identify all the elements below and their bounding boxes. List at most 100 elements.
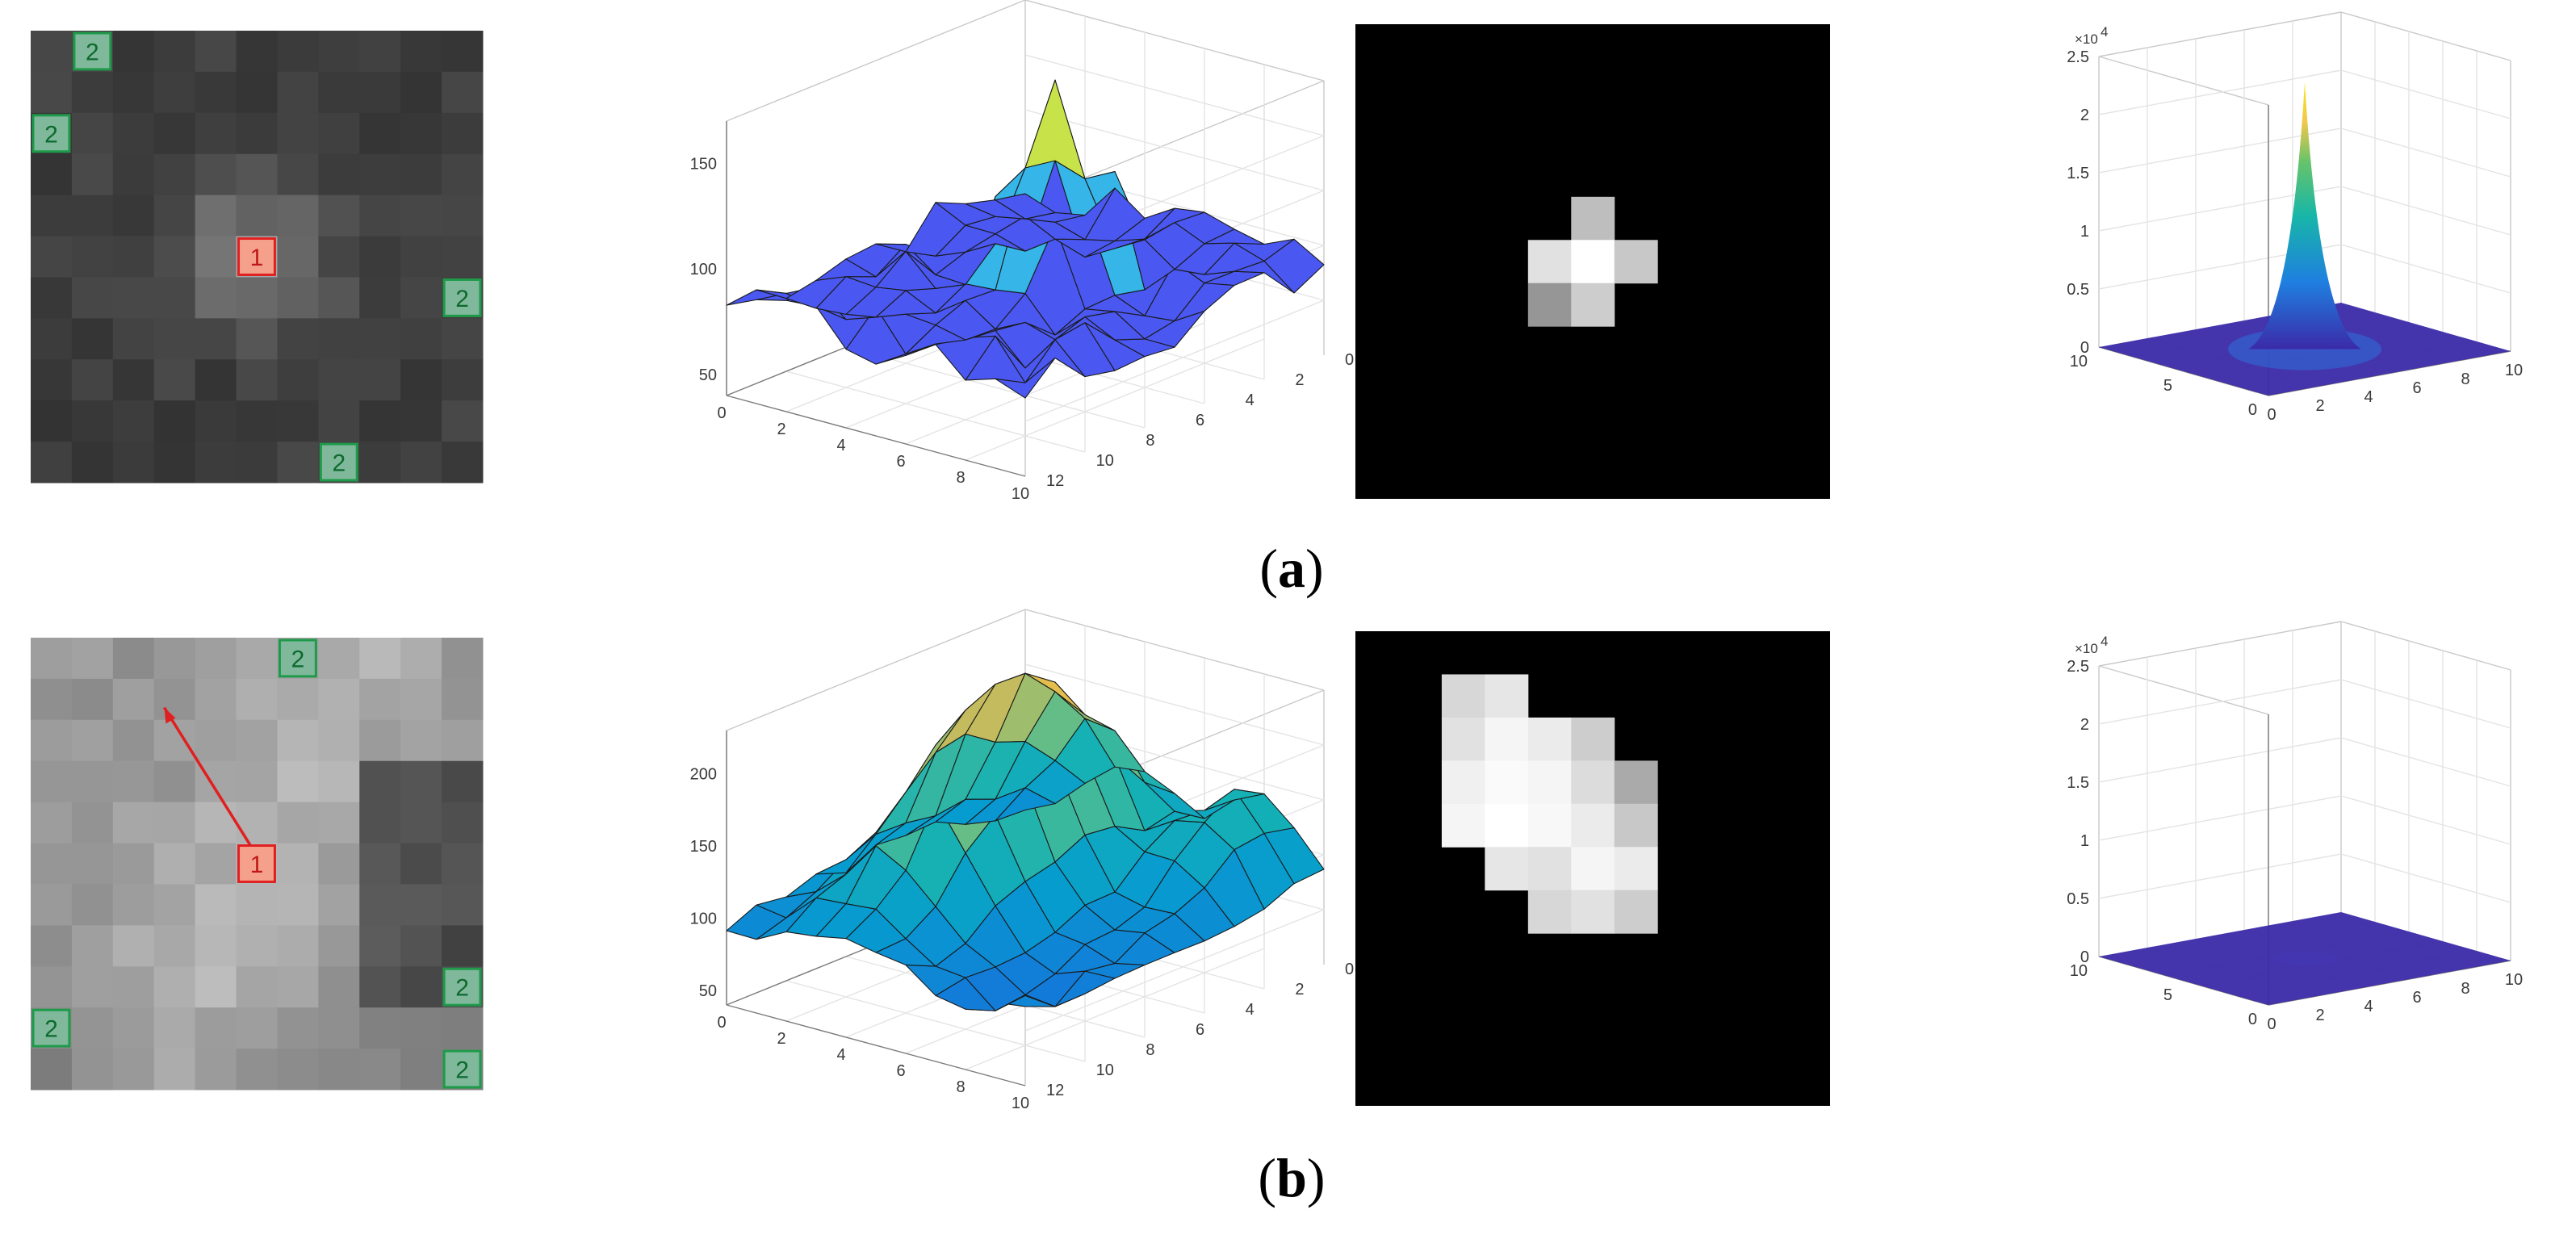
left-axis-tick: 5: [2163, 986, 2172, 1004]
pixel-cell: [31, 884, 73, 926]
pixel-cell: [442, 153, 484, 196]
pixel-cell: [359, 678, 401, 721]
y-tick-label: 8: [1146, 432, 1154, 450]
pixel-cell: [442, 678, 484, 721]
row-b-label-letter: b: [1276, 1147, 1307, 1208]
pixel-cell: [400, 442, 442, 484]
axis-line: [2098, 853, 2342, 899]
pixel-cell: [400, 359, 442, 401]
pixel-cell: [277, 31, 319, 73]
mask-cell: [1614, 890, 1658, 934]
pixel-cell: [318, 884, 360, 926]
right-axis-tick: 4: [2364, 998, 2373, 1015]
axis-line: [2098, 795, 2342, 841]
pixel-cell: [359, 1049, 401, 1091]
pixel-cell: [195, 31, 237, 73]
pixel-cell: [112, 1049, 155, 1091]
pixel-cell: [153, 153, 196, 196]
y-tick-label: 12: [1046, 1082, 1064, 1099]
pixel-cell: [153, 71, 196, 114]
pixel-cell: [71, 1049, 114, 1091]
x-tick-label: 10: [1012, 1095, 1029, 1112]
direction-arrow-head: [164, 707, 176, 724]
pixel-cell: [195, 1049, 237, 1091]
pixel-cell: [31, 966, 73, 1008]
pixel-cell: [277, 1007, 319, 1049]
pixel-cell: [442, 802, 484, 844]
axis-line: [2340, 853, 2511, 903]
pixel-cell: [277, 442, 319, 484]
pixel-cell: [195, 195, 237, 237]
z-tick-label: 0.5: [2067, 890, 2089, 908]
pixel-cell: [71, 318, 114, 360]
marker-label: 1: [250, 245, 264, 271]
axis-line: [726, 609, 1026, 731]
pixel-cell: [236, 400, 278, 442]
exponent-power: 4: [2101, 24, 2108, 40]
pixel-cell: [318, 400, 360, 442]
pixel-cell: [400, 843, 442, 885]
pixel-cell: [359, 318, 401, 360]
pixel-cell: [236, 638, 278, 680]
pixel-cell: [31, 719, 73, 762]
pixel-cell: [277, 318, 319, 360]
y-tick-label: 12: [1046, 472, 1064, 490]
z-tick-label: 2: [2080, 107, 2089, 124]
right-axis-tick: 0: [2267, 1015, 2276, 1033]
mask-cell: [1527, 717, 1572, 761]
pixel-cell: [195, 236, 237, 278]
exponent-base: ×10: [2075, 641, 2098, 656]
pixel-cell: [31, 31, 73, 73]
mask-cell: [1441, 717, 1485, 761]
pixel-cell: [318, 112, 360, 155]
mask-cell: [1571, 717, 1615, 761]
x-tick-label: 6: [896, 453, 905, 471]
pixel-cell: [31, 843, 73, 885]
pixel-cell: [112, 925, 155, 967]
pixel-cell: [359, 802, 401, 844]
row-a-intensity-surface-plot: 50 100 150 0 2 4 6 8 10 0 2 4 6 8 10 12: [565, 0, 1354, 503]
pixel-cell: [400, 400, 442, 442]
pixel-cell: [318, 318, 360, 360]
pixel-cell: [71, 760, 114, 803]
pixel-cell: [112, 638, 155, 680]
pixel-cell: [359, 760, 401, 803]
pixel-cell: [277, 966, 319, 1008]
pixel-cell: [277, 71, 319, 114]
right-axis-tick: 6: [2412, 989, 2421, 1007]
pixel-cell: [71, 195, 114, 237]
pixel-cell: [442, 638, 484, 680]
pixel-cell: [195, 71, 237, 114]
pixel-cell: [71, 843, 114, 885]
pixel-cell: [195, 400, 237, 442]
axis-line: [965, 338, 1265, 461]
pixel-cell: [318, 359, 360, 401]
neighbor-pixel-marker: 2: [278, 638, 317, 678]
exponent-base: ×10: [2075, 31, 2098, 47]
pixel-cell: [236, 884, 278, 926]
marker-box: [442, 1049, 482, 1089]
axis-line: [2340, 621, 2511, 671]
pixel-cell: [400, 31, 442, 73]
pixel-cell: [400, 71, 442, 114]
pixel-cell: [442, 884, 484, 926]
z-tick-label: 100: [690, 261, 717, 278]
pixel-cell: [71, 71, 114, 114]
pixel-cell: [153, 400, 196, 442]
pixel-cell: [400, 719, 442, 762]
pixel-cell: [71, 638, 114, 680]
pixel-cell: [71, 153, 114, 196]
pixel-cell: [112, 31, 155, 73]
pixel-cell: [112, 1007, 155, 1049]
pixel-cell: [318, 277, 360, 319]
x-tick-label: 10: [1012, 485, 1029, 503]
axis-line: [2098, 128, 2342, 174]
pixel-cell: [71, 236, 114, 278]
mask-cell: [1485, 847, 1529, 891]
mask-cell: [1614, 803, 1658, 848]
y-tick-label: 10: [1096, 452, 1114, 470]
pixel-cell: [318, 760, 360, 803]
pixel-cell: [112, 359, 155, 401]
pixel-cell: [112, 843, 155, 885]
pixel-cell: [318, 925, 360, 967]
